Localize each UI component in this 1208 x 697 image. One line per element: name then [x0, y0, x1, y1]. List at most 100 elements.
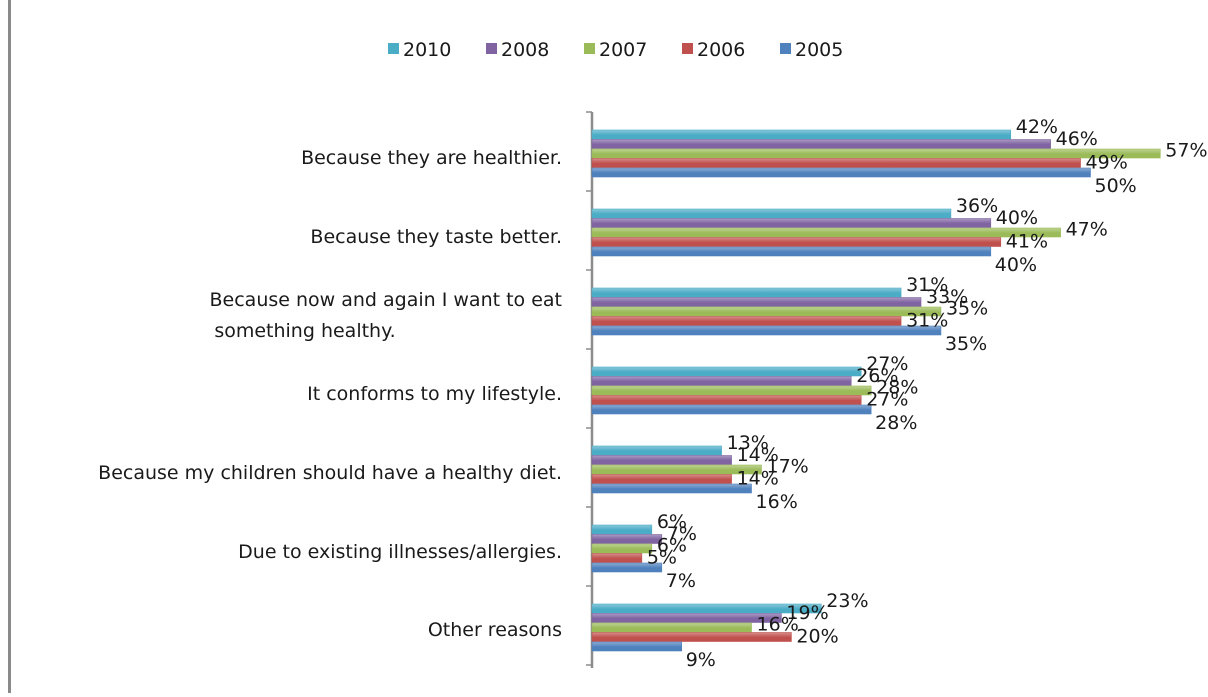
data-label: 35%	[945, 333, 987, 355]
category-label: Other reasons	[428, 619, 562, 641]
data-label: 28%	[875, 412, 917, 434]
category-label: Because now and again I want to eat	[210, 289, 562, 311]
data-label: 27%	[866, 353, 908, 375]
bar-2008	[591, 534, 663, 544]
legend-label: 2010	[403, 39, 451, 61]
data-label: 47%	[1066, 219, 1108, 241]
data-label: 13%	[727, 432, 769, 454]
data-label: 49%	[1086, 151, 1128, 173]
bar-2008	[591, 455, 732, 465]
data-label: 57%	[1165, 140, 1207, 162]
data-label: 7%	[667, 523, 697, 545]
category-label: Because my children should have a health…	[98, 462, 562, 484]
bar-2007	[591, 148, 1161, 159]
data-labels: 42%46%57%49%50%36%40%47%41%40%31%33%35%3…	[647, 116, 1208, 671]
category-label: Because they are healthier.	[301, 147, 562, 169]
bars	[591, 129, 1161, 652]
bar-2005	[591, 167, 1091, 178]
bar-2005	[591, 246, 992, 257]
data-label: 16%	[756, 491, 798, 513]
bar-2007	[591, 622, 752, 633]
bar-2010	[591, 524, 653, 535]
bar-2005	[591, 641, 683, 652]
legend-label: 2008	[501, 39, 549, 61]
legend-swatch	[780, 43, 791, 54]
legend-item-2006: 2006	[682, 39, 745, 61]
legend-label: 2007	[599, 39, 647, 61]
legend-swatch	[584, 43, 595, 54]
data-label: 20%	[796, 625, 838, 647]
data-label: 16%	[757, 614, 799, 636]
data-label: 19%	[786, 602, 828, 624]
category-label: It conforms to my lifestyle.	[307, 383, 562, 405]
data-label: 9%	[686, 649, 716, 671]
data-label: 28%	[876, 377, 918, 399]
data-label: 41%	[1006, 230, 1048, 252]
bar-2010	[591, 129, 1012, 140]
bar-2010	[591, 287, 902, 298]
bar-2007	[591, 306, 942, 317]
bar-2010	[591, 366, 862, 377]
bar-2008	[591, 139, 1051, 149]
data-label: 33%	[926, 286, 968, 308]
bar-2006	[591, 316, 902, 326]
category-label: Due to existing illnesses/allergies.	[238, 541, 562, 563]
bar-2010	[591, 445, 722, 456]
legend-item-2005: 2005	[780, 39, 843, 61]
bar-2005	[591, 483, 752, 494]
bar-2007	[591, 464, 762, 475]
bar-2006	[591, 237, 1002, 247]
data-label: 5%	[647, 546, 677, 568]
data-label: 14%	[737, 467, 779, 489]
data-label: 6%	[657, 535, 687, 557]
bar-2008	[591, 376, 852, 386]
category-label: Because they taste better.	[310, 226, 562, 248]
data-label: 31%	[906, 274, 948, 296]
bar-2007	[591, 227, 1061, 238]
data-label: 50%	[1095, 175, 1137, 197]
data-label: 7%	[666, 570, 696, 592]
data-label: 6%	[657, 511, 687, 533]
bar-2006	[591, 395, 862, 405]
bar-2007	[591, 385, 872, 396]
bar-2008	[591, 218, 992, 228]
bar-2006	[591, 553, 643, 563]
legend: 2010 2008 2007 2006 2005	[388, 39, 843, 61]
data-label: 46%	[1056, 128, 1098, 150]
legend-item-2008: 2008	[486, 39, 549, 61]
category-axis	[586, 111, 594, 668]
category-labels: Because they are healthier. Because they …	[98, 147, 562, 641]
bar-2005	[591, 562, 663, 573]
data-label: 40%	[995, 254, 1037, 276]
legend-label: 2005	[795, 39, 843, 61]
bar-2006	[591, 158, 1081, 168]
category-label-line-2: something healthy.	[214, 320, 395, 342]
legend-item-2010: 2010	[388, 39, 451, 61]
data-label: 17%	[766, 456, 808, 478]
bar-2006	[591, 474, 732, 484]
data-label: 14%	[737, 444, 779, 466]
data-label: 35%	[946, 298, 988, 320]
data-label: 40%	[996, 207, 1038, 229]
data-label: 42%	[1016, 116, 1058, 138]
bar-2007	[591, 543, 653, 554]
bar-2008	[591, 613, 782, 623]
bar-2005	[591, 404, 872, 415]
data-label: 31%	[906, 309, 948, 331]
legend-swatch	[486, 43, 497, 54]
data-label: 23%	[826, 590, 868, 612]
data-label: 36%	[956, 195, 998, 217]
bar-2006	[591, 632, 792, 642]
legend-swatch	[388, 43, 399, 54]
data-label: 27%	[866, 388, 908, 410]
frame-border	[8, 0, 11, 693]
legend-label: 2006	[697, 39, 745, 61]
bar-2010	[591, 208, 952, 219]
bar-2010	[591, 603, 822, 614]
bar-2005	[591, 325, 942, 336]
bar-2008	[591, 297, 922, 307]
legend-item-2007: 2007	[584, 39, 647, 61]
data-label: 26%	[856, 365, 898, 387]
